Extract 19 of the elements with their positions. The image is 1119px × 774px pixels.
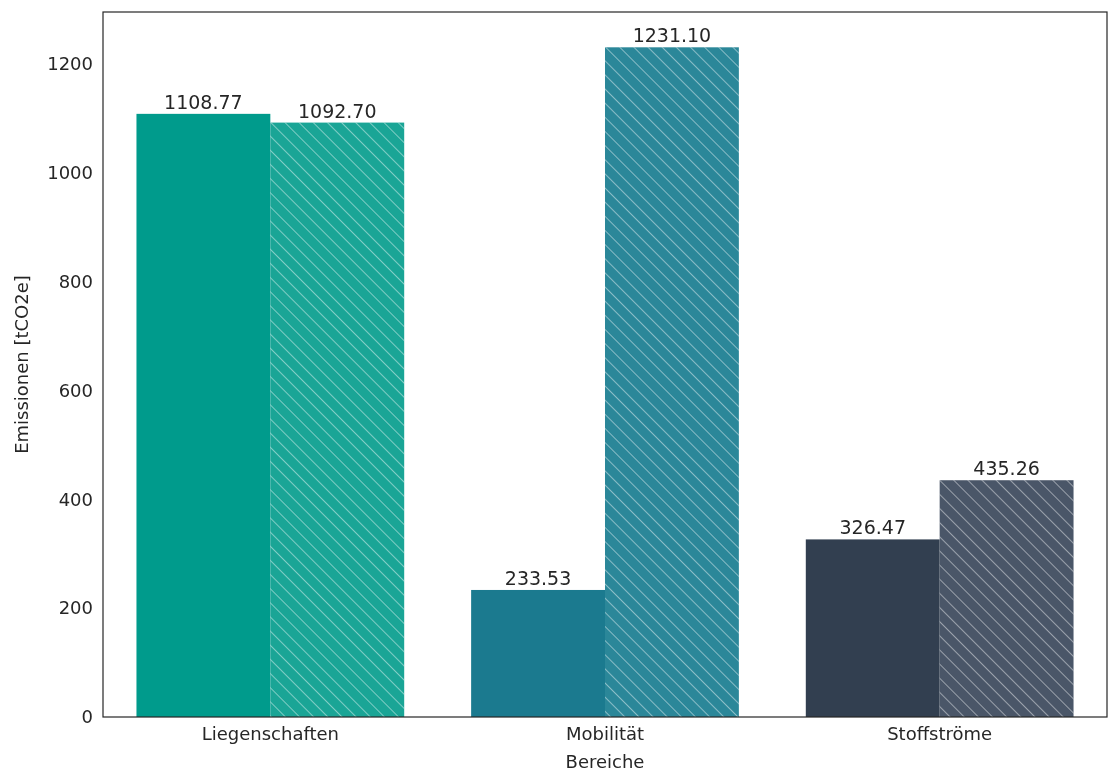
y-tick-label: 1200: [47, 53, 93, 75]
text: 1231.10: [632, 24, 712, 47]
y-tick-label: 800: [58, 271, 93, 293]
text: 1092.70: [297, 99, 377, 122]
text: 233.53: [504, 566, 572, 589]
y-tick-label: 600: [58, 379, 93, 401]
text: 326.47: [839, 516, 906, 539]
x-tick-label: Stoffströme: [887, 722, 993, 744]
y-axis-title: Emissionen [tCO2e]: [11, 275, 32, 454]
y-tick-label: 1000: [47, 162, 93, 184]
y-tick-label: 0: [81, 706, 93, 728]
text: 1108.77: [164, 90, 243, 113]
y-tick-label: 200: [58, 597, 93, 619]
y-tick-label: 400: [58, 488, 93, 510]
bar: [471, 589, 605, 717]
x-tick-label: Mobilität: [565, 722, 645, 744]
text: 435.26: [973, 457, 1040, 480]
x-tick-label: Liegenschaften: [201, 722, 339, 744]
x-axis-title: Bereiche: [565, 751, 645, 772]
